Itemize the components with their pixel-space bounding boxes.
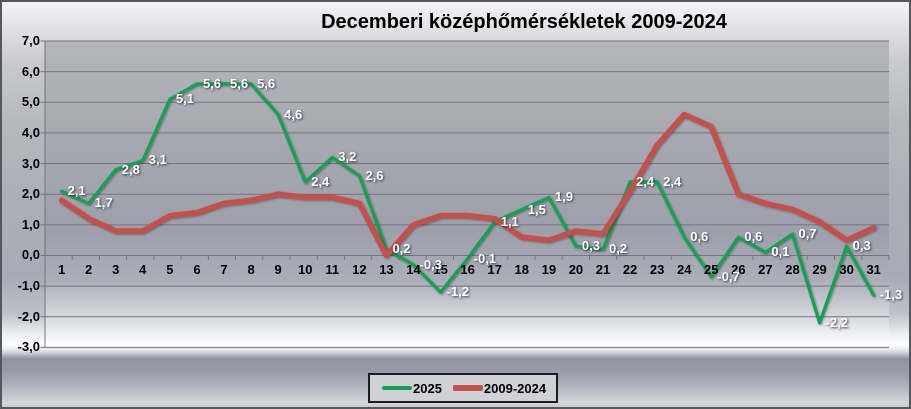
x-axis-label: 30 xyxy=(839,262,854,277)
x-axis-label: 9 xyxy=(274,262,282,277)
data-label: 4,6 xyxy=(284,106,303,122)
x-axis-label: 17 xyxy=(487,262,502,277)
x-axis-label: 26 xyxy=(731,262,746,277)
x-axis-label: 5 xyxy=(166,262,174,277)
x-axis-label: 29 xyxy=(812,262,827,277)
data-label: 0,2 xyxy=(609,241,628,257)
x-axis-label: 27 xyxy=(758,262,773,277)
data-label: 0,6 xyxy=(690,229,709,245)
data-label: 2,1 xyxy=(67,183,86,199)
data-label: 1,9 xyxy=(554,189,573,205)
data-label: -0,3 xyxy=(419,256,442,272)
x-axis-label: 7 xyxy=(220,262,228,277)
data-label: -2,2 xyxy=(825,314,848,330)
y-axis-label: 1,0 xyxy=(21,216,40,232)
x-axis-label: 14 xyxy=(406,262,421,277)
x-axis-label: 2 xyxy=(85,262,93,277)
x-axis-label: 28 xyxy=(785,262,800,277)
x-axis-label: 31 xyxy=(866,262,881,277)
x-axis-label: 19 xyxy=(541,262,557,277)
x-axis-label: 22 xyxy=(622,262,638,277)
x-axis-label: 24 xyxy=(676,262,692,277)
x-axis-label: 1 xyxy=(57,262,66,277)
x-axis-label: 20 xyxy=(568,262,584,277)
y-axis-label: 0,0 xyxy=(21,247,40,263)
x-axis-label: 23 xyxy=(649,262,665,277)
data-label: 5,6 xyxy=(202,75,222,91)
data-label: 0,3 xyxy=(852,238,871,254)
y-axis-label: -1,0 xyxy=(17,278,40,294)
data-label: 0,1 xyxy=(771,244,790,260)
data-label: 3,1 xyxy=(148,152,167,168)
data-label: 2,4 xyxy=(311,173,330,189)
data-label: -0,1 xyxy=(473,250,497,266)
legend: 2025 2009-2024 xyxy=(368,373,559,403)
x-axis-label: 18 xyxy=(514,262,530,277)
y-axis-label: 7,0 xyxy=(21,33,40,48)
y-axis-label: 2,0 xyxy=(21,186,40,202)
x-axis-label: 8 xyxy=(247,262,255,277)
data-label: -1,3 xyxy=(879,287,903,303)
x-axis-label: 21 xyxy=(595,262,611,277)
data-label: 2,4 xyxy=(663,173,682,189)
x-axis-label: 13 xyxy=(379,262,394,277)
chart-title: Decemberi középhőmérsékletek 2009-2024 xyxy=(321,11,727,33)
data-label: 1,5 xyxy=(527,201,546,217)
data-label: 5,6 xyxy=(230,75,249,91)
x-axis-label: 11 xyxy=(325,262,340,277)
y-axis-label: 5,0 xyxy=(21,94,40,110)
data-label: 2,4 xyxy=(636,173,655,189)
legend-label-2025: 2025 xyxy=(413,380,442,396)
x-axis-label: 10 xyxy=(297,262,313,277)
x-axis-label: 12 xyxy=(352,262,367,277)
series-2025-line xyxy=(59,82,876,325)
data-label: 2,6 xyxy=(365,167,384,183)
y-axis-label: 4,0 xyxy=(21,124,40,140)
y-axis-label: 3,0 xyxy=(21,155,40,171)
data-label: -0,7 xyxy=(717,268,740,284)
y-axis-label: 6,0 xyxy=(21,63,40,79)
data-label: 0,6 xyxy=(744,229,763,245)
data-label: 3,2 xyxy=(338,149,357,165)
legend-label-2009-2024: 2009-2024 xyxy=(483,380,547,396)
y-axis-label: -3,0 xyxy=(17,339,40,355)
series-2009-2024-line xyxy=(58,111,877,259)
legend-swatch-2009-2024 xyxy=(452,385,483,391)
data-label: 0,7 xyxy=(798,226,817,242)
x-axis-label: 25 xyxy=(704,262,719,277)
x-axis-label: 4 xyxy=(139,262,147,277)
data-label: 5,6 xyxy=(257,75,276,91)
y-axis-label: -2,0 xyxy=(17,308,40,324)
data-label: 5,1 xyxy=(175,91,194,107)
x-axis-label: 15 xyxy=(433,262,448,277)
legend-swatch-2025 xyxy=(382,386,412,390)
data-label: -1,2 xyxy=(446,284,469,300)
x-axis-label: 6 xyxy=(193,262,201,277)
data-label: 0,2 xyxy=(392,241,411,257)
data-label: 0,3 xyxy=(581,238,600,254)
data-label: 1,7 xyxy=(94,195,113,211)
data-label: 2,8 xyxy=(121,161,140,177)
data-label: 1,1 xyxy=(500,213,519,229)
x-axis-label: 3 xyxy=(112,262,120,277)
x-axis-label: 16 xyxy=(460,262,475,277)
